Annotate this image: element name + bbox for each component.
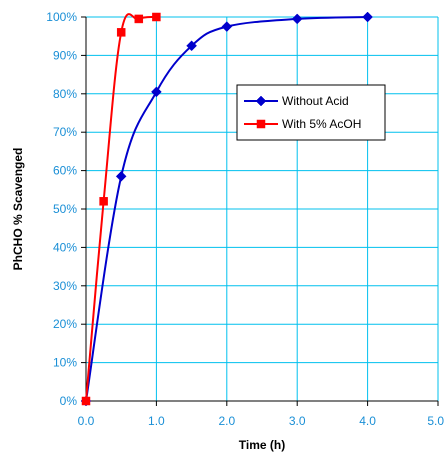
x-tick-labels: 0.0 1.0 2.0 3.0 4.0 5.0 [78, 414, 445, 428]
data-point [291, 13, 303, 25]
x-tick-label: 3.0 [289, 414, 306, 428]
data-point [115, 171, 127, 182]
data-point [186, 40, 197, 52]
series-1 [81, 12, 161, 406]
x-tick-label: 1.0 [148, 414, 165, 428]
grid-lines [85, 16, 439, 402]
y-tick-labels: 0% 10% 20% 30% 40% 50% 60% 70% 80% 90% 100% [46, 10, 77, 408]
x-tick-label: 4.0 [359, 414, 376, 428]
y-tick-label: 70% [53, 125, 77, 139]
data-point [116, 28, 126, 37]
data-point [151, 86, 162, 98]
legend-marker [255, 95, 267, 107]
y-tick-label: 50% [53, 202, 77, 216]
legend-box [236, 84, 386, 141]
data-point [152, 12, 161, 22]
x-tick-label: 2.0 [218, 414, 235, 428]
y-tick-label: 100% [46, 10, 77, 24]
data-point [134, 14, 144, 24]
axes [81, 16, 439, 406]
y-tick-label: 60% [53, 164, 77, 178]
y-axis-title: PhCHO % Scavenged [11, 148, 25, 271]
y-tick-label: 80% [53, 87, 77, 101]
legend: Without Acid With 5% AcOH [236, 84, 386, 141]
legend-label: Without Acid [282, 94, 349, 108]
series [80, 11, 373, 407]
y-tick-label: 30% [53, 279, 77, 293]
data-point [221, 21, 233, 32]
data-point [362, 11, 373, 23]
x-tick-label: 5.0 [427, 414, 444, 428]
data-point [81, 396, 91, 406]
data-point [99, 197, 108, 206]
series-line [85, 13, 157, 402]
y-tick-label: 20% [53, 317, 77, 331]
y-tick-label: 0% [60, 394, 78, 408]
x-tick-label: 0.0 [78, 414, 95, 428]
x-axis-title: Time (h) [239, 438, 285, 452]
y-tick-label: 40% [53, 240, 77, 254]
y-tick-label: 10% [53, 356, 77, 370]
y-tick-label: 90% [53, 48, 77, 62]
legend-label: With 5% AcOH [282, 117, 361, 131]
legend-marker [256, 119, 266, 129]
